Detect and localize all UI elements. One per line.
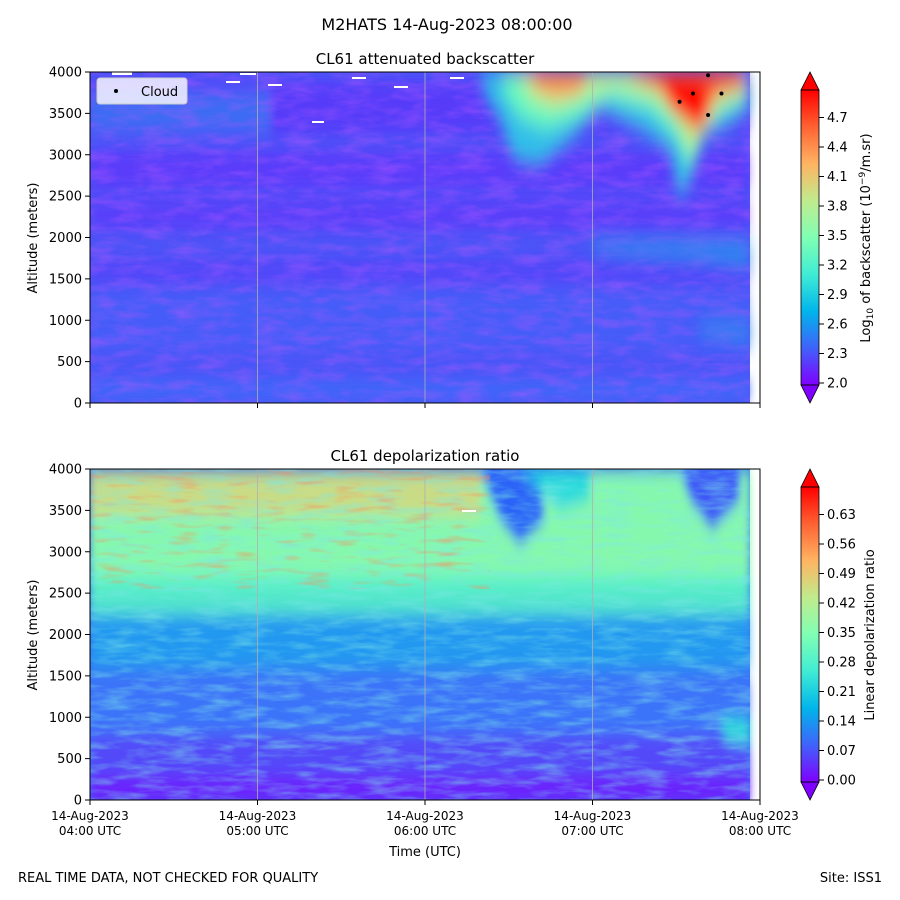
cloud-point	[706, 73, 711, 78]
y-tick-label: 3500	[49, 107, 82, 122]
depolarization-heatmap	[90, 469, 760, 800]
colorbar-tick-label: 0.56	[827, 538, 856, 553]
colorbar-tick-label: 2.6	[827, 318, 848, 333]
y-tick-label: 1500	[49, 669, 82, 684]
colorbar-tick-label: 2.0	[827, 377, 848, 392]
depolarization-title: CL61 depolarization ratio	[331, 447, 520, 465]
y-tick-label: 4000	[49, 66, 82, 81]
cloud-legend-label: Cloud	[141, 85, 178, 100]
y-tick-label: 2000	[49, 628, 82, 643]
x-tick-time-label: 07:00 UTC	[561, 824, 623, 838]
y-tick-label: 3000	[49, 148, 82, 163]
x-tick-date-label: 14-Aug-2023	[219, 809, 297, 823]
footer-quality-note: REAL TIME DATA, NOT CHECKED FOR QUALITY	[18, 871, 318, 886]
y-tick-label: 2000	[49, 231, 82, 246]
colorbar-tick-label: 3.5	[827, 229, 848, 244]
y-tick-label: 1000	[49, 711, 82, 726]
y-tick-label: 2500	[49, 587, 82, 602]
backscatter-y-ticks: 0 500 1000 1500 2000 2500 3000 3500 4000	[49, 66, 90, 412]
x-tick-time-label: 05:00 UTC	[226, 824, 288, 838]
colorbar-tick-label: 0.63	[827, 508, 856, 523]
cloud-legend-marker	[114, 89, 118, 93]
x-tick-time-label: 06:00 UTC	[394, 824, 456, 838]
y-tick-label: 3500	[49, 504, 82, 519]
cloud-legend: Cloud	[96, 77, 188, 105]
cloud-point	[706, 113, 711, 118]
backscatter-title: CL61 attenuated backscatter	[316, 50, 535, 68]
y-tick-label: 1500	[49, 272, 82, 287]
colorbar-tick-label: 4.4	[827, 141, 848, 156]
backscatter-ylabel: Altitude (meters)	[26, 183, 41, 294]
depolarization-colorbar-label: Linear depolarization ratio	[863, 549, 878, 720]
backscatter-x-ticks	[89, 403, 761, 408]
depolarization-colorbar-gradient	[801, 487, 819, 782]
depolarization-ylabel: Altitude (meters)	[26, 580, 41, 691]
cloud-point	[677, 99, 682, 104]
depolarization-gridlines	[257, 469, 593, 800]
colorbar-tick-label: 0.28	[827, 656, 856, 671]
backscatter-heatmap	[90, 72, 760, 403]
backscatter-colorbar-gradient	[801, 90, 819, 385]
x-tick-time-label: 08:00 UTC	[729, 824, 791, 838]
depolarization-y-ticks: 0 500 1000 1500 2000 2500 3000 3500 4000	[49, 463, 90, 809]
colorbar-tick-label: 0.35	[827, 626, 856, 641]
y-tick-label: 4000	[49, 463, 82, 478]
cloud-point	[691, 91, 695, 96]
y-tick-label: 500	[57, 355, 82, 370]
colorbar-tick-label: 0.14	[827, 715, 856, 730]
y-tick-label: 3000	[49, 545, 82, 560]
y-tick-label: 1000	[49, 314, 82, 329]
x-tick-date-label: 14-Aug-2023	[51, 809, 129, 823]
colorbar-tick-label: 0.21	[827, 685, 856, 700]
colorbar-tick-label: 2.9	[827, 288, 848, 303]
backscatter-colorbar-label: Log10 of backscatter (10−9/m.sr)	[858, 133, 876, 342]
colorbar-tick-label: 2.3	[827, 347, 848, 362]
cloud-point	[719, 91, 724, 96]
x-tick-date-label: 14-Aug-2023	[721, 809, 799, 823]
backscatter-colorbar: 2.0 2.3 2.6 2.9 3.2 3.5 3.8 4.1 4.4 4.7 Log10 of …	[800, 71, 876, 404]
y-tick-label: 500	[57, 752, 82, 767]
colorbar-tick-label: 0.00	[827, 774, 856, 789]
colorbar-tick-label: 0.42	[827, 597, 856, 612]
colorbar-tick-label: 0.49	[827, 567, 856, 582]
y-tick-label: 0	[74, 794, 82, 809]
x-tick-time-label: 04:00 UTC	[59, 824, 121, 838]
x-tick-date-label: 14-Aug-2023	[554, 809, 632, 823]
colorbar-tick-label: 4.7	[827, 111, 848, 126]
depolarization-colorbar: 0.00 0.07 0.14 0.21 0.28 0.35 0.42 0.49 0.56 0.63…	[800, 468, 878, 801]
colorbar-tick-label: 3.8	[827, 200, 848, 215]
figure-suptitle: M2HATS 14-Aug-2023 08:00:00	[321, 15, 572, 34]
y-tick-label: 0	[74, 397, 82, 412]
y-tick-label: 2500	[49, 190, 82, 205]
colorbar-tick-label: 4.1	[827, 170, 848, 185]
footer-site: Site: ISS1	[820, 871, 882, 886]
colorbar-tick-label: 0.07	[827, 744, 856, 759]
backscatter-gridlines	[257, 72, 593, 403]
x-tick-date-label: 14-Aug-2023	[386, 809, 464, 823]
colorbar-tick-label: 3.2	[827, 259, 848, 274]
depolarization-xlabel: Time (UTC)	[388, 845, 461, 860]
